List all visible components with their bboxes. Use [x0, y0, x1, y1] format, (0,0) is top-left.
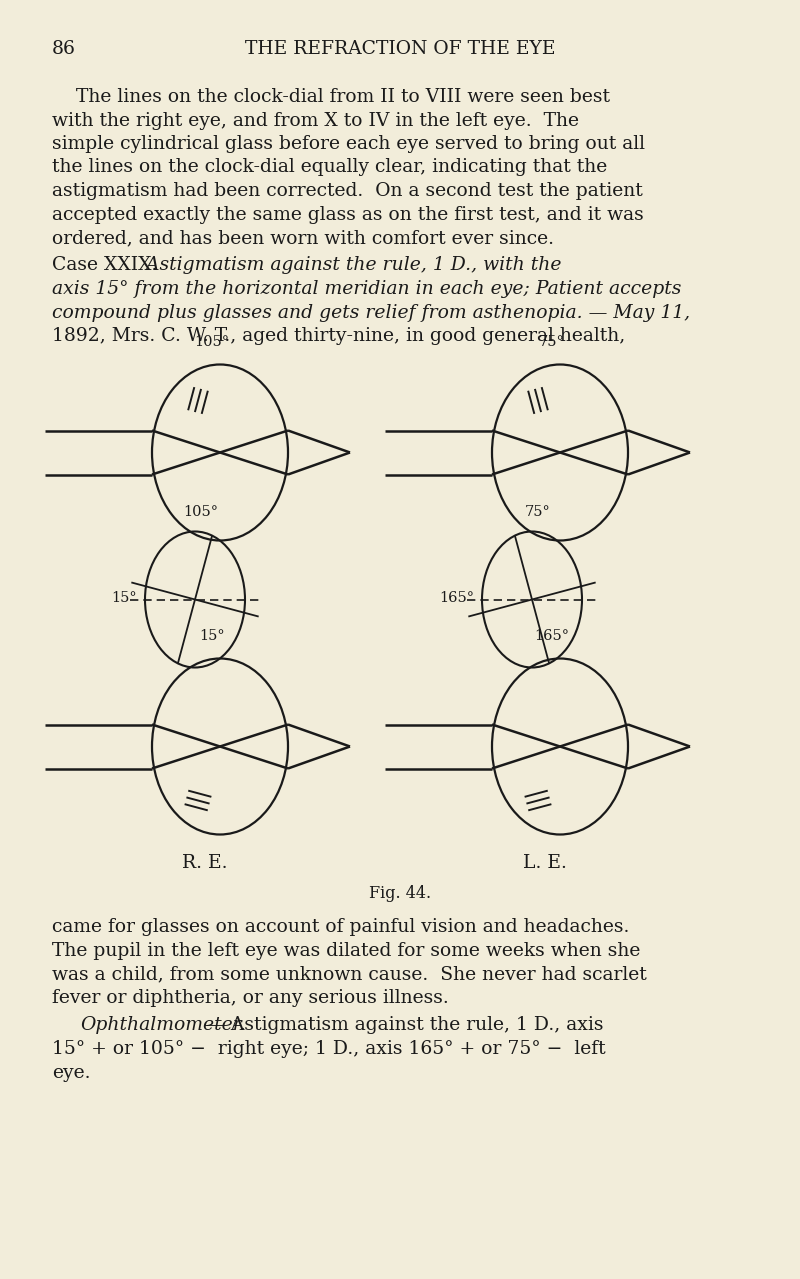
Text: — Astigmatism against the rule, 1 D., axis: — Astigmatism against the rule, 1 D., ax…: [200, 1017, 603, 1035]
Text: 15° + or 105° −  right eye; 1 D., axis 165° + or 75° −  left: 15° + or 105° − right eye; 1 D., axis 16…: [52, 1040, 606, 1058]
Text: was a child, from some unknown cause.  She never had scarlet: was a child, from some unknown cause. Sh…: [52, 966, 646, 984]
Text: 165°: 165°: [534, 628, 570, 642]
Text: with the right eye, and from X to IV in the left eye.  The: with the right eye, and from X to IV in …: [52, 111, 579, 129]
Text: L. E.: L. E.: [523, 854, 567, 872]
Text: Fig. 44.: Fig. 44.: [369, 885, 431, 902]
Text: THE REFRACTION OF THE EYE: THE REFRACTION OF THE EYE: [245, 40, 555, 58]
Text: the lines on the clock-dial equally clear, indicating that the: the lines on the clock-dial equally clea…: [52, 159, 607, 177]
Text: came for glasses on account of painful vision and headaches.: came for glasses on account of painful v…: [52, 918, 630, 936]
Text: 1892, Mrs. C. W. T., aged thirty-nine, in good general health,: 1892, Mrs. C. W. T., aged thirty-nine, i…: [52, 327, 626, 345]
Text: R. E.: R. E.: [182, 854, 228, 872]
Text: 105°: 105°: [194, 335, 230, 348]
Text: Astigmatism against the rule, 1 D., with the: Astigmatism against the rule, 1 D., with…: [140, 257, 562, 275]
Text: Case XXIX.: Case XXIX.: [52, 257, 158, 275]
Text: astigmatism had been corrected.  On a second test the patient: astigmatism had been corrected. On a sec…: [52, 182, 642, 200]
Text: fever or diphtheria, or any serious illness.: fever or diphtheria, or any serious illn…: [52, 989, 449, 1007]
Text: 105°: 105°: [183, 505, 218, 519]
Text: compound plus glasses and gets relief from asthenopia. — May 11,: compound plus glasses and gets relief fr…: [52, 303, 690, 321]
Text: Ophthalmometer.: Ophthalmometer.: [80, 1017, 246, 1035]
Text: 15°: 15°: [111, 591, 137, 605]
Text: 165°: 165°: [439, 591, 474, 605]
Text: 75°: 75°: [539, 335, 565, 348]
Text: The pupil in the left eye was dilated for some weeks when she: The pupil in the left eye was dilated fo…: [52, 943, 640, 961]
Text: simple cylindrical glass before each eye served to bring out all: simple cylindrical glass before each eye…: [52, 136, 645, 153]
Text: axis 15° from the horizontal meridian in each eye; Patient accepts: axis 15° from the horizontal meridian in…: [52, 280, 682, 298]
Text: eye.: eye.: [52, 1064, 90, 1082]
Text: 86: 86: [52, 40, 76, 58]
Text: The lines on the clock-dial from II to VIII were seen best: The lines on the clock-dial from II to V…: [52, 88, 610, 106]
Text: 75°: 75°: [525, 505, 551, 519]
Text: accepted exactly the same glass as on the first test, and it was: accepted exactly the same glass as on th…: [52, 206, 644, 224]
Text: 15°: 15°: [199, 628, 225, 642]
Text: ordered, and has been worn with comfort ever since.: ordered, and has been worn with comfort …: [52, 229, 554, 247]
